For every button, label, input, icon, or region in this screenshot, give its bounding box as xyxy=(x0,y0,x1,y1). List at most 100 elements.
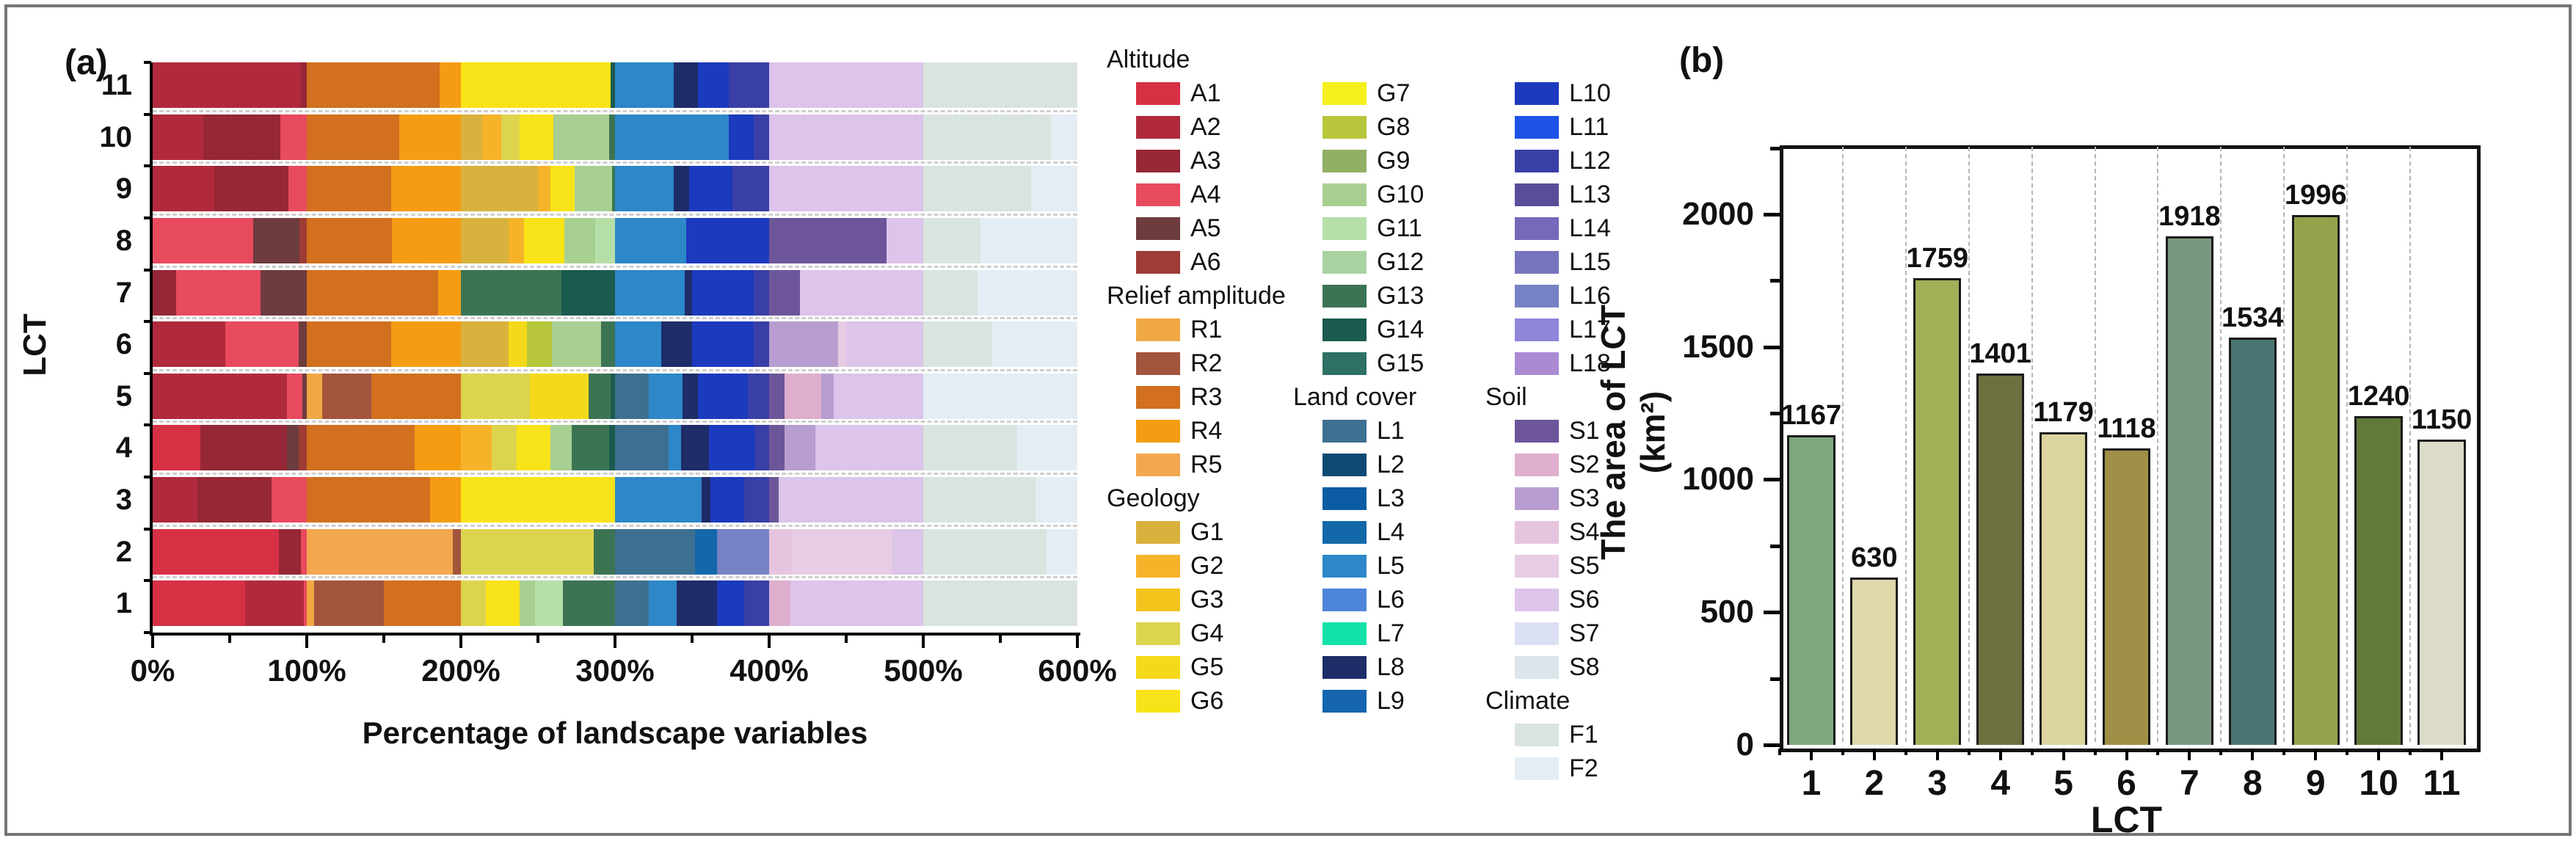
bar-segment-R3 xyxy=(306,114,399,160)
legend-label: L14 xyxy=(1569,214,1611,242)
legend-item-A2: A2 xyxy=(1136,110,1221,144)
legend-swatch-A4 xyxy=(1136,183,1180,206)
legend-label: R4 xyxy=(1190,417,1223,445)
panel-b-label: (b) xyxy=(1679,41,1725,80)
stacked-bar-lct-7 xyxy=(153,269,1077,316)
chart-a-x-tick-label: 600% xyxy=(1038,653,1117,688)
legend-item-S7: S7 xyxy=(1515,616,1600,650)
legend-swatch-L1 xyxy=(1322,419,1367,443)
chart-a-y-tick xyxy=(144,320,151,324)
stacked-bar-lct-3 xyxy=(153,477,1077,523)
legend-group-header-label: Climate xyxy=(1485,686,1571,715)
bar-segment-G13 xyxy=(562,580,615,627)
chart-a-y-tick-label: 10 xyxy=(99,120,133,153)
legend-swatch-L9 xyxy=(1322,689,1367,713)
bar-segment-A4 xyxy=(271,477,307,523)
legend-item-G4: G4 xyxy=(1136,616,1223,650)
bar-segment-L1 xyxy=(614,373,650,419)
area-bar-lct-7 xyxy=(2165,236,2214,745)
chart-a-y-tick xyxy=(144,164,151,168)
bar-segment-G1 xyxy=(460,166,538,212)
bar-segment-A3 xyxy=(197,477,272,523)
chart-a-x-tick-label: 400% xyxy=(729,653,809,688)
bar-segment-L5 xyxy=(614,114,729,160)
legend-item-L18: L18 xyxy=(1515,346,1611,380)
bar-segment-S6 xyxy=(768,166,923,212)
legend-label: R1 xyxy=(1190,316,1223,343)
bar-segment-A3 xyxy=(300,62,307,108)
bar-separator-line xyxy=(153,317,1077,320)
bar-segment-F1 xyxy=(923,580,1077,627)
legend-item-L6: L6 xyxy=(1322,583,1405,616)
legend-swatch-L7 xyxy=(1322,622,1367,645)
area-bar-lct-9 xyxy=(2291,215,2340,745)
chart-b-x-tick-minor xyxy=(1841,749,1844,755)
bar-segment-G10 xyxy=(551,321,602,368)
chart-b-x-tick-major xyxy=(2440,749,2444,760)
legend-swatch-R2 xyxy=(1136,352,1180,375)
legend-swatch-S5 xyxy=(1515,554,1559,578)
bar-segment-L10 xyxy=(685,217,769,263)
bar-segment-R1 xyxy=(306,373,322,419)
chart-b-gridline xyxy=(2031,147,2033,742)
legend-item-F1: F1 xyxy=(1515,718,1598,751)
legend-swatch-S2 xyxy=(1515,453,1559,476)
chart-a-x-tick-major xyxy=(151,636,154,648)
chart-b-x-tick-label: 9 xyxy=(2305,764,2326,803)
chart-a-x-tick-major xyxy=(614,636,616,648)
legend-swatch-G6 xyxy=(1136,689,1180,713)
bar-segment-G13 xyxy=(601,321,615,368)
bar-segment-F1 xyxy=(923,528,1047,575)
legend-swatch-S1 xyxy=(1515,419,1559,443)
legend-label: A1 xyxy=(1190,79,1221,107)
bar-segment-S3 xyxy=(821,373,834,419)
bar-segment-F1 xyxy=(923,321,993,368)
chart-a-y-axis-line xyxy=(150,62,153,636)
legend-item-R3: R3 xyxy=(1136,380,1222,414)
chart-a-y-tick-label: 3 xyxy=(115,484,132,517)
legend-label: G1 xyxy=(1190,518,1224,546)
legend-swatch-L10 xyxy=(1515,81,1559,105)
bar-value-label: 1179 xyxy=(2033,396,2094,428)
legend-item-G3: G3 xyxy=(1136,583,1223,616)
bar-segment-A6 xyxy=(299,425,307,471)
legend-swatch-R5 xyxy=(1136,453,1180,476)
legend-swatch-G1 xyxy=(1136,520,1180,544)
bar-segment-A3 xyxy=(153,269,176,316)
bar-segment-L8 xyxy=(673,62,699,108)
bar-segment-G14 xyxy=(608,425,615,471)
bar-segment-F2 xyxy=(1036,477,1077,523)
bar-segment-L4 xyxy=(695,528,717,575)
chart-a-x-tick-major xyxy=(922,636,925,648)
legend-swatch-L5 xyxy=(1322,554,1367,578)
legend-swatch-S6 xyxy=(1515,588,1559,611)
legend-label: G9 xyxy=(1377,147,1411,175)
bar-segment-A5 xyxy=(252,217,299,263)
bar-segment-A4 xyxy=(280,114,307,160)
chart-b-x-tick-major xyxy=(1872,749,1876,760)
bar-segment-R2 xyxy=(321,373,372,419)
bar-segment-R3 xyxy=(306,321,392,368)
chart-b-gridline xyxy=(2220,147,2222,742)
area-bar-lct-4 xyxy=(1976,373,2025,745)
bar-segment-R5 xyxy=(306,528,454,575)
bar-segment-A3 xyxy=(279,528,301,575)
bar-segment-A2 xyxy=(153,373,287,419)
chart-b-x-tick-major xyxy=(2314,749,2318,760)
bar-segment-G13 xyxy=(611,166,615,212)
legend-label: R3 xyxy=(1190,383,1223,411)
chart-b-x-tick-major xyxy=(2377,749,2381,760)
bar-separator-line xyxy=(153,473,1077,476)
chart-a-x-tick-label: 500% xyxy=(884,653,963,688)
bar-segment-L5 xyxy=(614,477,702,523)
bar-segment-R3 xyxy=(307,269,438,316)
bar-segment-L8 xyxy=(684,269,692,316)
bar-segment-A4 xyxy=(153,217,253,263)
bar-segment-F1 xyxy=(923,477,1036,523)
chart-a-y-tick-label: 7 xyxy=(115,276,132,309)
chart-b-x-tick-minor xyxy=(2093,749,2097,755)
bar-segment-F2 xyxy=(1030,166,1077,212)
legend-item-S3: S3 xyxy=(1515,481,1600,515)
bar-segment-L8 xyxy=(681,425,710,471)
legend-item-L8: L8 xyxy=(1322,650,1405,684)
